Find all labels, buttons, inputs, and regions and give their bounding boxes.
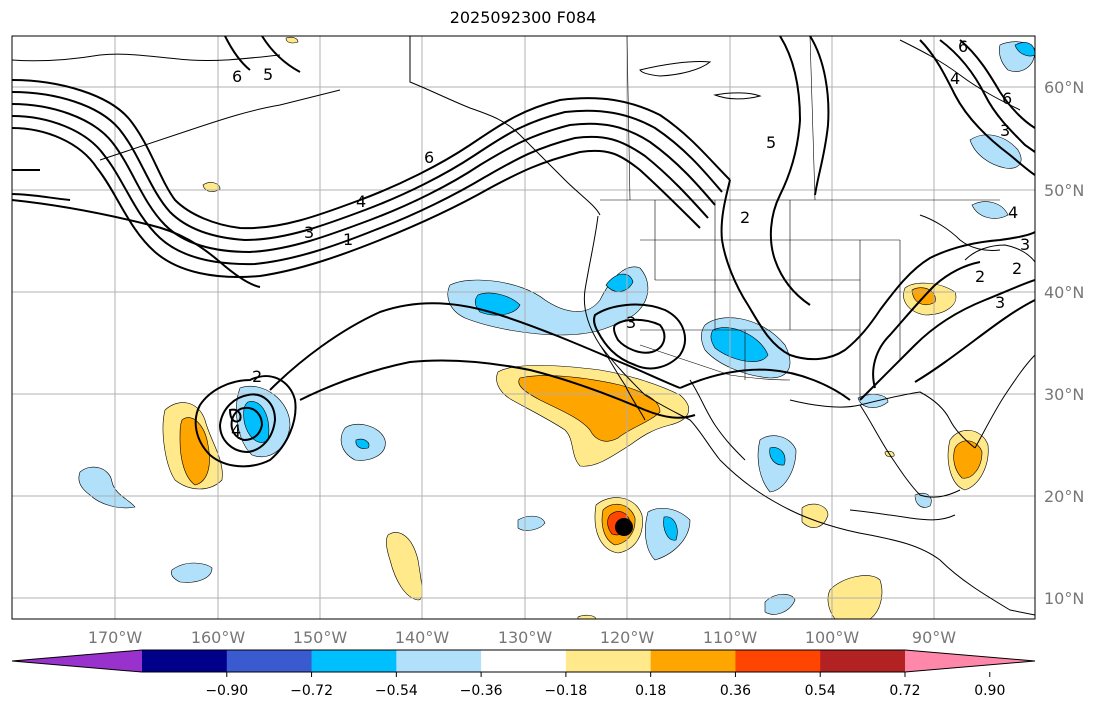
colorbar-tick-label: −0.36 xyxy=(460,683,503,699)
lon-label: 160°W xyxy=(191,628,246,647)
contour-label: 1 xyxy=(343,230,353,249)
coastlines xyxy=(12,36,1035,616)
colorbar-tick-label: −0.54 xyxy=(375,683,418,699)
contour-label: 3 xyxy=(626,313,636,332)
lat-label: 40°N xyxy=(1044,283,1084,302)
contour-label: 3 xyxy=(304,223,314,242)
contour-label: 6 xyxy=(424,148,434,167)
colorbar-segment xyxy=(565,650,652,672)
contour-label: 3 xyxy=(995,293,1005,312)
colorbar-segment xyxy=(820,650,906,672)
contour-label: 2 xyxy=(975,267,985,286)
colorbar-tick-label: 0.36 xyxy=(720,683,751,699)
lon-label: 130°W xyxy=(498,628,553,647)
contour-label: 4 xyxy=(231,421,241,440)
lon-label: 90°W xyxy=(912,628,956,647)
colorbar-segment xyxy=(735,650,821,672)
political-borders xyxy=(409,36,1000,400)
colorbar: −0.90 −0.72 −0.54 −0.36 −0.18 0.18 0.36 0.54 0.7… xyxy=(11,649,1036,699)
contour-labels: 6 5 6 4 3 1 6 5 2 2 3 4 6 4 3 2 3 3 2 4 xyxy=(231,37,1030,440)
latitude-labels: 60°N 50°N 40°N 30°N 20°N 10°N xyxy=(1044,78,1084,608)
colorbar-segment xyxy=(481,650,567,672)
colorbar-tick-label: −0.18 xyxy=(544,683,587,699)
negative-anomaly-areas xyxy=(78,41,1035,615)
colorbar-segment xyxy=(396,650,482,672)
colorbar-extend-low xyxy=(12,650,142,672)
contour-label: 4 xyxy=(950,69,960,88)
contour-label: 4 xyxy=(1008,203,1018,222)
contour-label: 5 xyxy=(766,133,776,152)
contour-label: 5 xyxy=(263,65,273,84)
lat-label: 30°N xyxy=(1044,385,1084,404)
height-contours xyxy=(12,36,1035,468)
lon-label: 170°W xyxy=(88,628,143,647)
colorbar-segment xyxy=(650,650,736,672)
contour-label: 3 xyxy=(1020,235,1030,254)
lat-label: 10°N xyxy=(1044,589,1084,608)
lon-label: 100°W xyxy=(805,628,860,647)
contour-label: 2 xyxy=(252,367,262,386)
lon-label: 140°W xyxy=(395,628,450,647)
colorbar-tick-label: 0.18 xyxy=(635,683,666,699)
colorbar-outline xyxy=(11,649,1036,673)
colorbar-tick-label: 0.72 xyxy=(889,683,920,699)
colorbar-tick-label: −0.72 xyxy=(290,683,333,699)
lat-label: 50°N xyxy=(1044,181,1084,200)
contour-label: 6 xyxy=(232,67,242,86)
contour-label: 6 xyxy=(1002,89,1012,108)
colorbar-tick-label: 0.90 xyxy=(974,683,1005,699)
colorbar-segment xyxy=(311,650,397,672)
colorbar-tick-label: 0.54 xyxy=(805,683,836,699)
map-title: 2025092300 F084 xyxy=(449,8,597,27)
contour-label: 4 xyxy=(356,192,366,211)
lat-label: 20°N xyxy=(1044,487,1084,506)
longitude-labels: 170°W 160°W 150°W 140°W 130°W 120°W 110°… xyxy=(88,628,956,647)
contour-label: 6 xyxy=(958,37,968,56)
lon-label: 110°W xyxy=(703,628,758,647)
lon-label: 120°W xyxy=(600,628,655,647)
lat-label: 60°N xyxy=(1044,78,1084,97)
colorbar-extend-high xyxy=(905,650,1035,672)
contour-label: 3 xyxy=(1000,121,1010,140)
contour-label: 2 xyxy=(740,208,750,227)
colorbar-segment xyxy=(142,650,228,672)
storm-center-dot xyxy=(615,518,633,536)
colorbar-segment xyxy=(226,650,313,672)
map-frame xyxy=(11,35,1036,620)
contour-label: 2 xyxy=(1012,259,1022,278)
lon-label: 150°W xyxy=(293,628,348,647)
colorbar-tick-label: −0.90 xyxy=(205,683,248,699)
